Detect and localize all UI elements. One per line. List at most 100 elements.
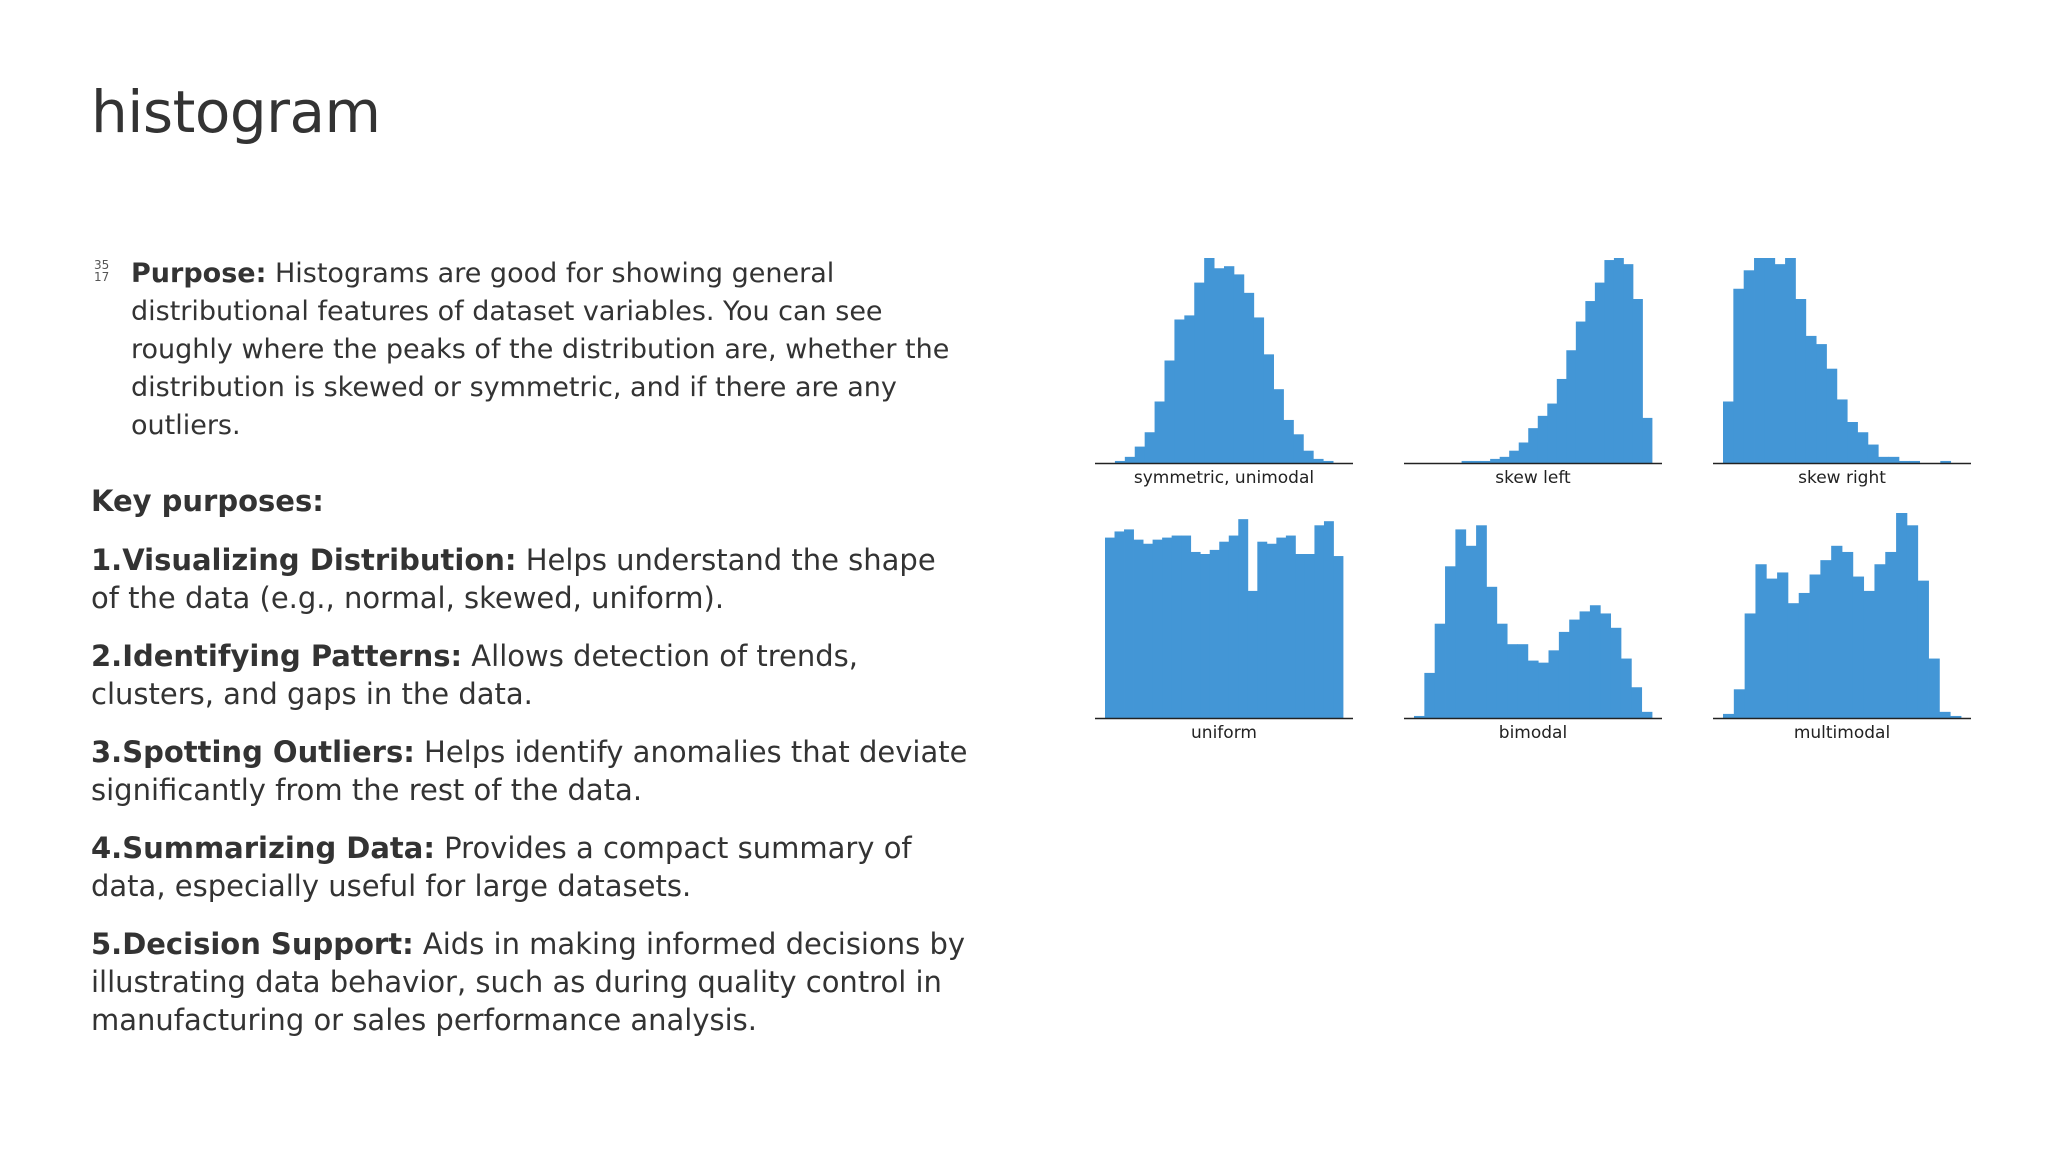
histogram-bar bbox=[1323, 460, 1334, 463]
histogram-bar bbox=[1499, 456, 1510, 463]
purpose-paragraph: 35 17 Purpose: Histograms are good for sh… bbox=[91, 255, 971, 445]
histogram-bar bbox=[1134, 446, 1146, 463]
histogram-bar bbox=[1190, 551, 1201, 718]
histogram-bar bbox=[1909, 460, 1921, 463]
histogram-bar bbox=[1641, 711, 1653, 718]
histogram-bar bbox=[1950, 715, 1962, 718]
histogram-bar bbox=[1842, 551, 1854, 718]
histogram-bimodal: bimodal bbox=[1404, 525, 1662, 743]
histogram-bar bbox=[1863, 590, 1875, 718]
histogram-bar bbox=[1878, 456, 1889, 463]
histogram-bar bbox=[1774, 264, 1786, 463]
histogram-bar bbox=[1507, 644, 1518, 718]
histogram-skew-right: skew right bbox=[1713, 258, 1971, 488]
histogram-label: bimodal bbox=[1499, 723, 1567, 743]
histogram-bar bbox=[1114, 460, 1126, 463]
histogram-bar bbox=[1114, 531, 1125, 718]
histogram-bar bbox=[1600, 613, 1612, 718]
histogram-bar bbox=[1906, 525, 1919, 718]
histogram-bar bbox=[1461, 460, 1472, 463]
histogram-bar bbox=[1486, 586, 1498, 718]
histogram-bar bbox=[1181, 535, 1192, 718]
histogram-uniform: uniform bbox=[1095, 519, 1353, 743]
key-purpose-label: 3.Spotting Outliers: bbox=[91, 735, 415, 769]
histogram-label: uniform bbox=[1191, 723, 1257, 743]
histogram-bar bbox=[1874, 564, 1886, 718]
histogram-bar bbox=[1527, 660, 1539, 718]
histogram-bar bbox=[1764, 258, 1776, 463]
histogram-bar bbox=[1152, 539, 1163, 718]
histogram-bar bbox=[1276, 537, 1287, 718]
key-purpose-text: Helps identify anomalies that deviate si… bbox=[91, 735, 968, 807]
histogram-skew-left: skew left bbox=[1404, 258, 1662, 488]
histogram-bar bbox=[1233, 274, 1245, 463]
histogram-bar bbox=[1836, 399, 1848, 463]
key-purpose-text: Allows detection of trends, clusters, an… bbox=[91, 639, 858, 711]
histogram-bar bbox=[1476, 525, 1487, 718]
histogram-bar bbox=[1575, 321, 1586, 463]
key-purpose-label: 4.Summarizing Data: bbox=[91, 831, 435, 865]
histogram-bar bbox=[1257, 541, 1268, 718]
histogram-bar bbox=[1766, 578, 1778, 718]
histogram-label: multimodal bbox=[1794, 723, 1890, 743]
histogram-bar bbox=[1465, 545, 1477, 718]
histogram-bar bbox=[1528, 428, 1539, 463]
histogram-bar bbox=[1490, 458, 1501, 463]
histogram-bar bbox=[1204, 258, 1215, 463]
key-purpose-text: Provides a compact summary of data, espe… bbox=[91, 831, 912, 903]
histogram-bar bbox=[1171, 535, 1182, 718]
purpose-text: Histograms are good for showing general … bbox=[131, 258, 950, 441]
histogram-bar bbox=[1228, 535, 1239, 718]
histogram-bar bbox=[1556, 378, 1567, 463]
histogram-bar bbox=[1917, 580, 1929, 718]
histogram-bar bbox=[1613, 258, 1624, 463]
histogram-bar bbox=[1238, 519, 1249, 718]
histogram-bar bbox=[1755, 564, 1767, 718]
histogram-bar bbox=[1939, 711, 1951, 718]
histogram-bar bbox=[1632, 299, 1643, 463]
key-purpose-text: Helps understand the shape of the data (… bbox=[91, 543, 936, 615]
histogram-bar bbox=[1247, 590, 1258, 718]
histogram-bar bbox=[1852, 576, 1865, 718]
slide-title: histogram bbox=[91, 78, 381, 146]
histogram-bar bbox=[1509, 450, 1520, 463]
histogram-bar bbox=[1744, 613, 1756, 718]
histogram-bar bbox=[1414, 715, 1425, 718]
histogram-bar bbox=[1209, 549, 1220, 718]
histogram-bar bbox=[1174, 319, 1185, 463]
histogram-bar bbox=[1585, 301, 1596, 463]
histogram-bar bbox=[1266, 543, 1277, 718]
histogram-bar bbox=[1162, 537, 1173, 718]
histogram-bar bbox=[1496, 623, 1508, 718]
key-purpose-label: 1.Visualizing Distribution: bbox=[91, 543, 517, 577]
histogram-bar bbox=[1144, 432, 1155, 463]
histogram-bar bbox=[1243, 292, 1255, 463]
histogram-bar bbox=[1885, 551, 1897, 718]
histogram-bar bbox=[1723, 713, 1735, 718]
histogram-bar bbox=[1445, 566, 1456, 718]
histogram-bar bbox=[1133, 539, 1144, 718]
histogram-bar bbox=[1143, 543, 1153, 718]
histogram-bar bbox=[1295, 554, 1306, 718]
key-purposes-heading: Key purposes: bbox=[91, 484, 324, 518]
histogram-bar bbox=[1566, 350, 1577, 463]
histogram-bar bbox=[1805, 335, 1817, 463]
histogram-bar bbox=[1785, 258, 1796, 463]
key-purpose-label: 5.Decision Support: bbox=[91, 927, 414, 961]
histogram-bar bbox=[1304, 554, 1315, 718]
histogram-bar bbox=[1723, 401, 1734, 463]
key-purpose-label: 2.Identifying Patterns: bbox=[91, 639, 463, 673]
histogram-bar bbox=[1795, 299, 1807, 463]
histogram-bar bbox=[1538, 662, 1549, 718]
histogram-bar bbox=[1847, 422, 1858, 463]
histogram-bar bbox=[1777, 572, 1789, 718]
key-purpose-text: Aids in making informed decisions by ill… bbox=[91, 927, 966, 1037]
bullet-glyph: 35 17 bbox=[94, 258, 110, 284]
histogram-bar bbox=[1537, 415, 1548, 463]
histogram-label: symmetric, unimodal bbox=[1134, 468, 1314, 488]
histogram-bar bbox=[1623, 264, 1634, 463]
histogram-bar bbox=[1610, 627, 1622, 718]
histogram-bar bbox=[1589, 605, 1601, 718]
histogram-bar bbox=[1517, 644, 1529, 718]
histogram-bar bbox=[1105, 537, 1115, 718]
